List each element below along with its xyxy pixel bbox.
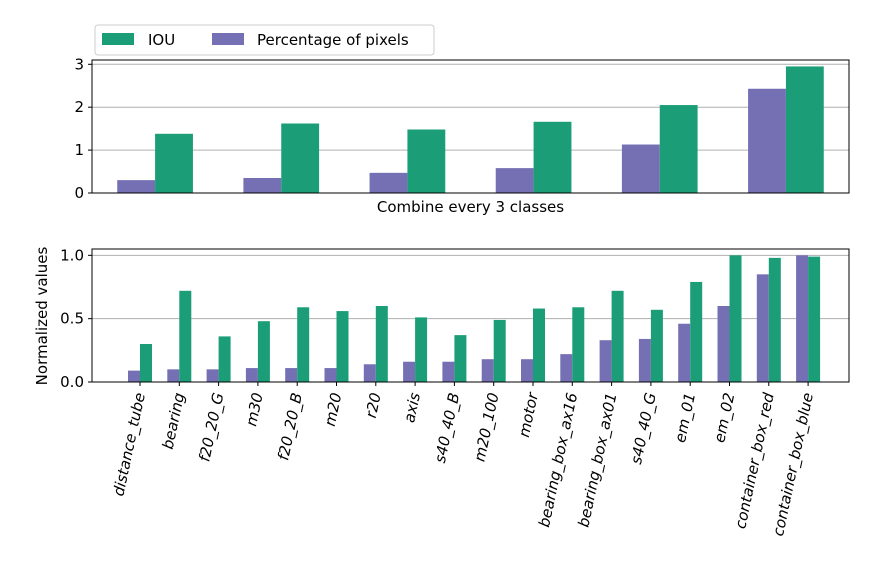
bottom-xtick-label: m30 <box>242 391 267 428</box>
bottom-bar-pixels <box>717 306 730 382</box>
top-panel: 0 1 2 3 Combine every 3 classes <box>74 55 850 216</box>
bottom-xtick-label: m20_100 <box>470 391 503 463</box>
bottom-bar-pixels <box>599 340 612 382</box>
bottom-xtick-label: em_02 <box>710 391 739 444</box>
top-bar-iou <box>407 129 446 193</box>
bottom-xtick-label: distance_tube <box>109 391 149 498</box>
bottom-bar-iou <box>415 317 428 382</box>
bottom-bar-iou <box>768 257 781 382</box>
top-bar-pixels <box>117 180 156 193</box>
top-axes-frame <box>91 59 850 194</box>
top-ytick-label: 3 <box>74 55 84 73</box>
top-bar-pixels <box>495 168 534 193</box>
top-ytick-label: 2 <box>74 98 84 116</box>
bottom-bar-pixels <box>167 369 180 382</box>
top-ytick-label: 1 <box>74 141 84 159</box>
bottom-bar-iou <box>336 311 349 382</box>
bottom-bar-iou <box>808 256 821 382</box>
bottom-bar-iou <box>257 321 270 382</box>
bottom-axes-frame <box>91 248 850 383</box>
bottom-xtick-label: container_box_red <box>731 391 778 531</box>
bottom-xtick-label: r20 <box>362 391 385 419</box>
bottom-bar-pixels <box>638 338 651 382</box>
bottom-xtick-label: bearing_box_ax01 <box>574 391 621 529</box>
bottom-bar-pixels <box>245 368 258 382</box>
bottom-bar-iou <box>140 344 152 382</box>
bottom-bar-pixels <box>285 368 298 382</box>
bottom-panel: 0.0 0.5 1.0 distance_tube bearing f20_20_G m3… <box>33 246 850 538</box>
bottom-bar-iou <box>729 255 742 382</box>
bottom-bar-iou <box>650 309 663 382</box>
bottom-bar-iou <box>218 336 231 382</box>
legend-label-pixels: Percentage of pixels <box>257 31 409 49</box>
bottom-bar-pixels <box>128 370 140 382</box>
bottom-bar-pixels <box>363 364 376 382</box>
bottom-bar-pixels <box>206 369 219 382</box>
bottom-bar-iou <box>533 308 545 382</box>
bottom-bar-pixels <box>442 361 455 382</box>
top-bar-iou <box>155 133 193 193</box>
bottom-bar-pixels <box>796 255 809 382</box>
top-bar-iou <box>785 66 824 193</box>
bottom-xtick-label: em_01 <box>671 391 700 444</box>
bottom-xtick-label: axis <box>400 391 424 424</box>
bottom-xtick-label: motor <box>515 390 542 439</box>
bottom-bar-pixels <box>521 359 533 382</box>
top-ytick-label: 0 <box>74 184 84 202</box>
legend-swatch-pixels <box>212 33 244 45</box>
bottom-bar-iou <box>611 290 624 382</box>
legend-frame <box>94 24 435 56</box>
bottom-xtick-label: f20_20_G <box>195 391 228 463</box>
bottom-bar-pixels <box>403 361 416 382</box>
bottom-xtick-label: bearing <box>159 391 189 451</box>
bottom-xtick-label: s40_40_G <box>627 391 661 466</box>
bottom-bar-iou <box>690 281 703 382</box>
bottom-bar-iou <box>179 290 192 382</box>
top-bar-pixels <box>748 88 786 193</box>
legend: IOU Percentage of pixels <box>94 24 435 56</box>
bottom-xtick-label: m20 <box>321 391 346 428</box>
bottom-bar-pixels <box>678 323 691 382</box>
top-bar-iou <box>659 105 698 193</box>
bottom-bar-iou <box>493 319 506 382</box>
top-bar-pixels <box>369 172 408 193</box>
bottom-xtick-label: f20_20_B <box>274 391 307 462</box>
top-bar-iou <box>281 123 320 193</box>
bottom-bar-iou <box>572 307 585 382</box>
bottom-xtick-label: bearing_box_ax16 <box>535 391 582 529</box>
bottom-bar-pixels <box>756 274 769 382</box>
legend-label-iou: IOU <box>148 31 175 49</box>
bottom-ytick-label: 0.5 <box>60 310 84 328</box>
bottom-bar-iou <box>454 335 467 382</box>
top-bar-iou <box>533 121 572 193</box>
bottom-bar-pixels <box>560 354 573 382</box>
bottom-bar-pixels <box>481 359 494 382</box>
bottom-y-axis-label: Normalized values <box>33 247 51 386</box>
top-x-axis-label: Combine every 3 classes <box>377 198 564 216</box>
bottom-xtick-label: s40_40_B <box>431 391 464 465</box>
legend-swatch-iou <box>102 33 134 45</box>
top-bar-pixels <box>621 144 660 193</box>
bottom-bar-pixels <box>324 368 337 382</box>
bottom-ytick-label: 0.0 <box>60 373 84 391</box>
bottom-xtick-label: container_box_blue <box>769 391 818 538</box>
top-bar-pixels <box>243 177 282 193</box>
bottom-ytick-label: 1.0 <box>60 246 84 264</box>
bottom-bar-iou <box>375 306 388 382</box>
bottom-bar-iou <box>297 307 310 382</box>
